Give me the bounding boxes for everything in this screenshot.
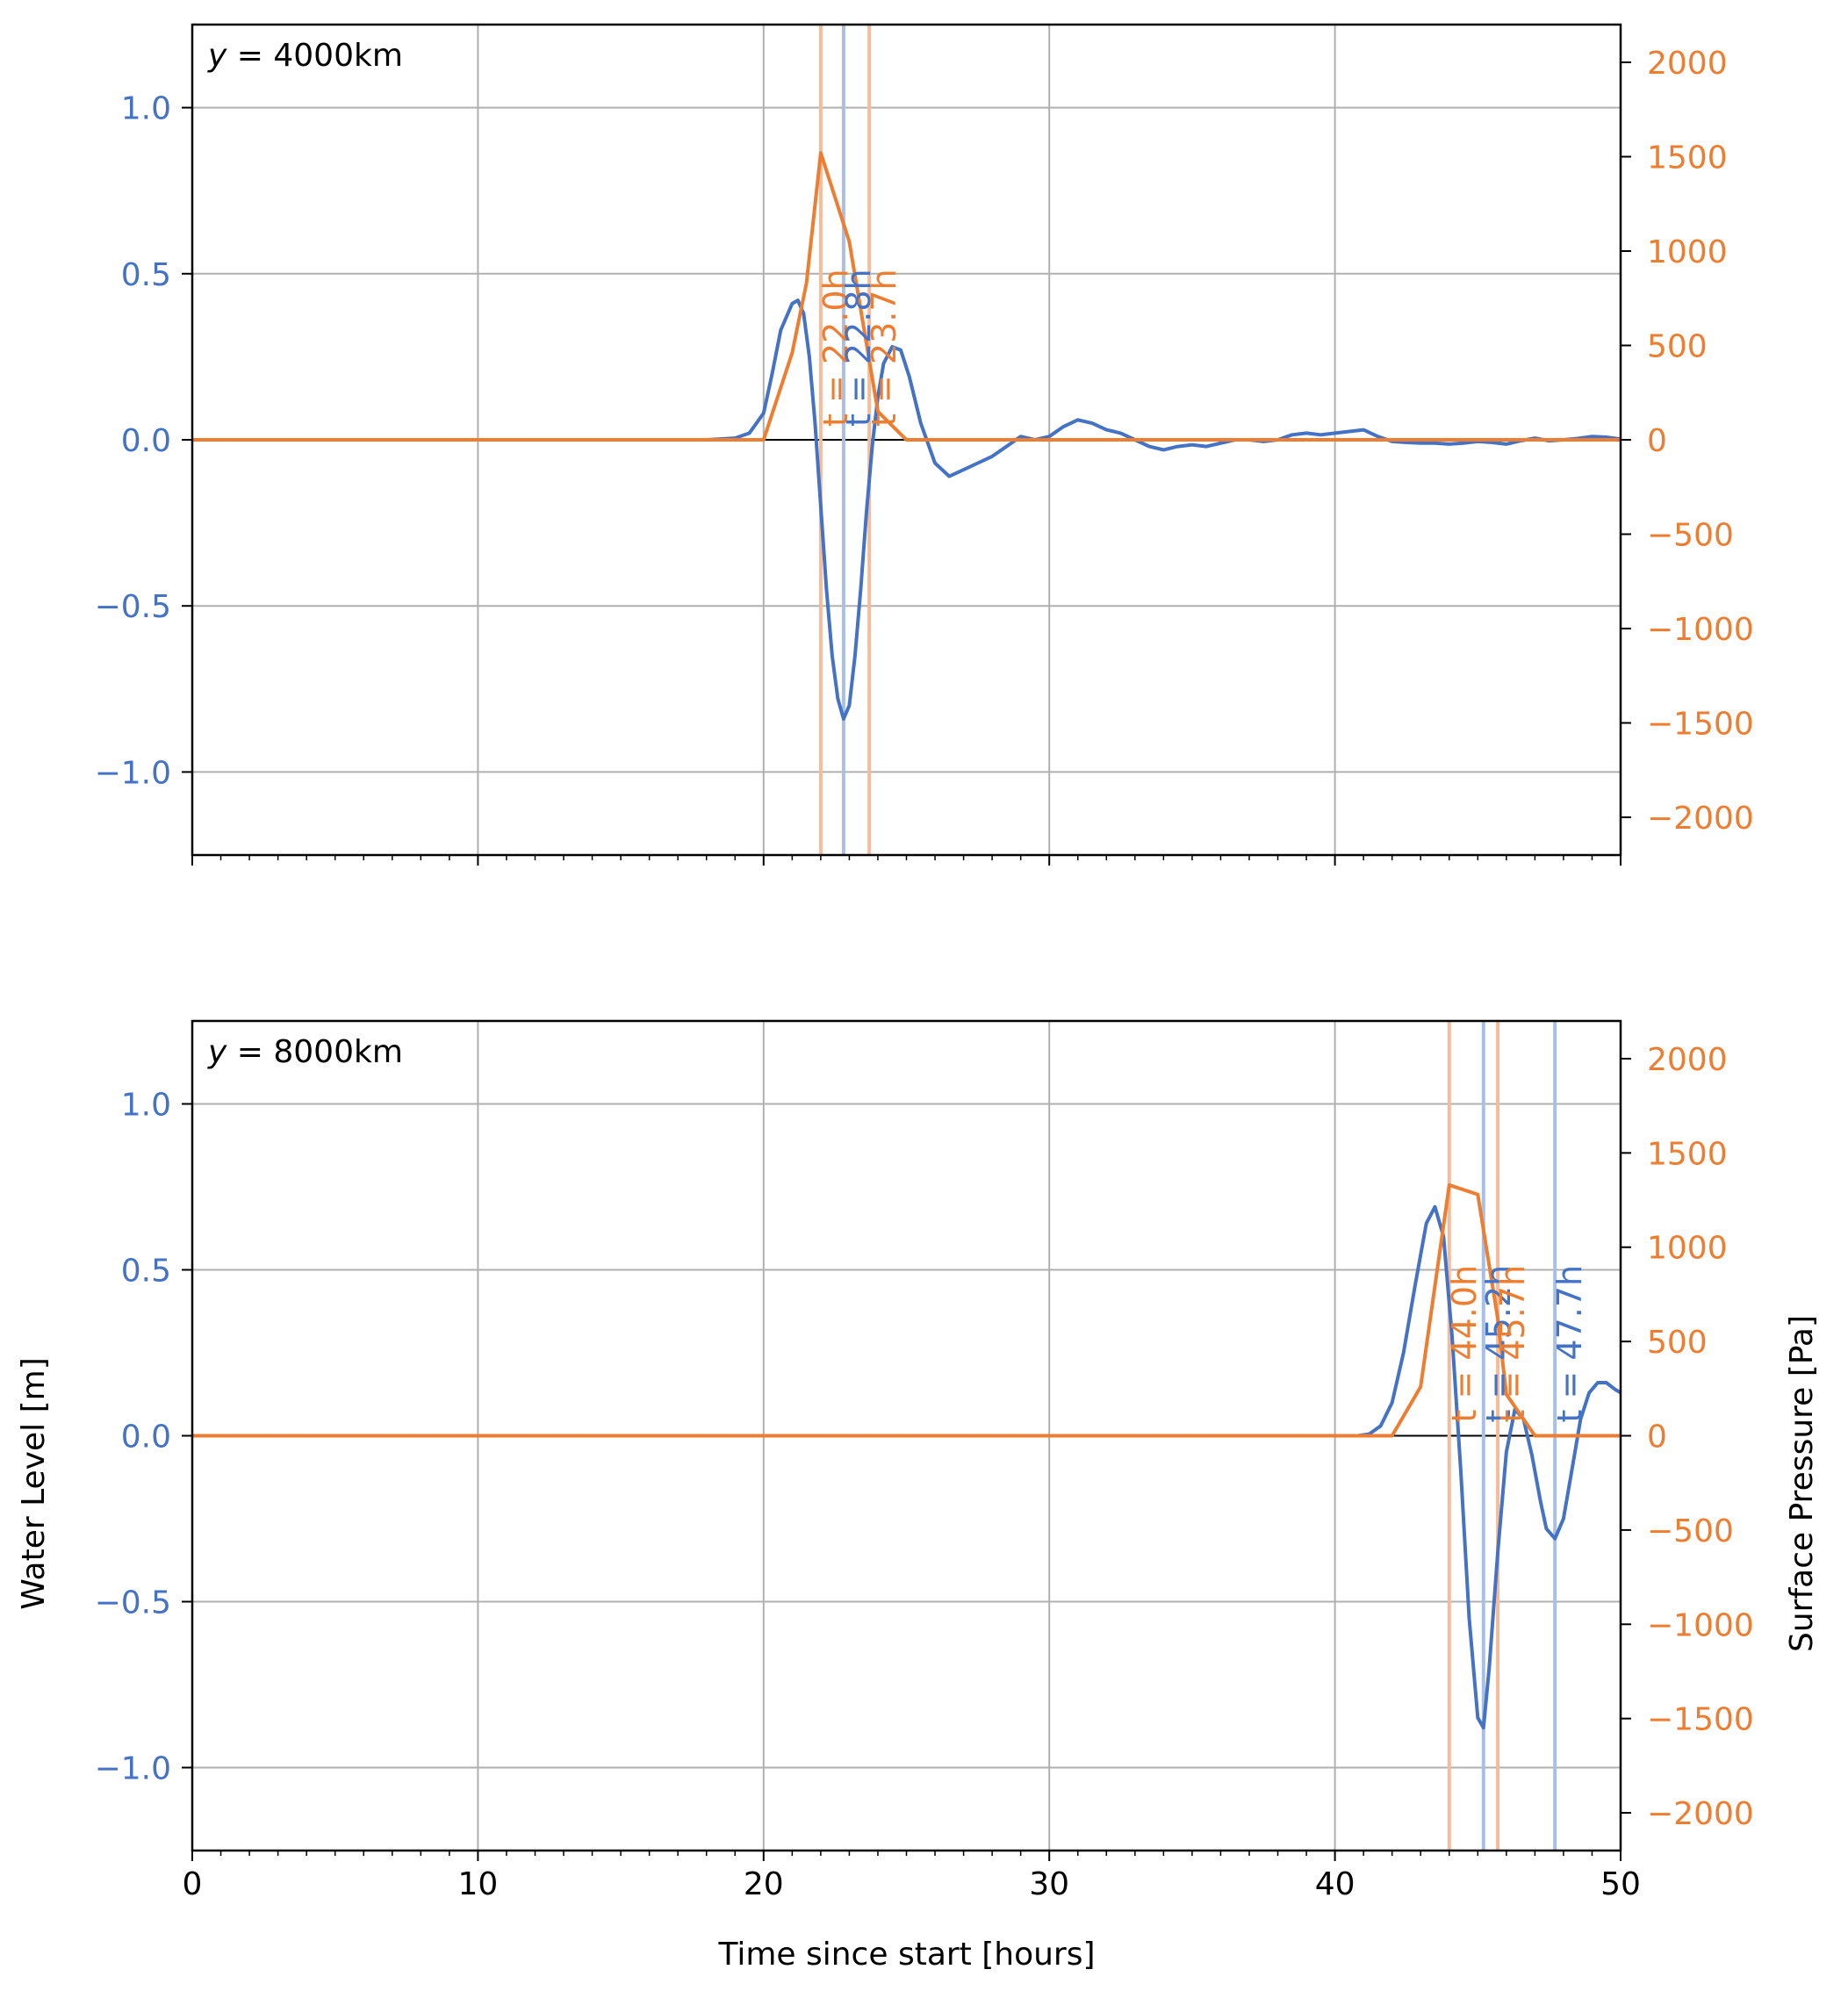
panel-label: y = 4000km	[207, 38, 403, 74]
y-left-tick-label: −1.0	[95, 1751, 171, 1787]
panel-label-variable: y	[207, 38, 227, 74]
vline-label: t = 22.0h	[816, 269, 855, 427]
panel-label-value: = 4000km	[227, 38, 403, 74]
x-tick-label: 40	[1315, 1866, 1355, 1902]
y-left-tick-label: 1.0	[121, 1088, 171, 1124]
vline-label: t = 22.8h	[839, 269, 878, 427]
surface-pressure-line	[192, 1182, 1621, 1438]
y-right-tick-label: −1000	[1647, 1607, 1754, 1643]
vline-label: t = 45.7h	[1493, 1265, 1532, 1423]
y-left-tick-label: 0.0	[121, 1420, 171, 1456]
y-right-tick-label: −500	[1647, 518, 1734, 554]
y-axis-label-right: Surface Pressure [Pa]	[1784, 1315, 1820, 1652]
y-right-tick-label: 2000	[1647, 46, 1728, 82]
y-left-tick-label: −1.0	[95, 755, 171, 791]
y-left-tick-label: 0.5	[121, 1254, 171, 1290]
y-right-tick-label: −500	[1647, 1513, 1734, 1549]
y-right-tick-label: 1500	[1647, 1136, 1728, 1172]
vline-label: t = 23.7h	[865, 269, 903, 427]
y-right-tick-label: 2000	[1647, 1042, 1728, 1078]
y-right-tick-label: 1000	[1647, 1231, 1728, 1267]
y-right-tick-label: 1500	[1647, 140, 1728, 176]
y-right-tick-label: 0	[1647, 423, 1667, 459]
x-tick-label: 10	[457, 1866, 498, 1902]
y-right-tick-label: −1000	[1647, 612, 1754, 648]
vline-label: t = 45.2h	[1479, 1265, 1518, 1423]
y-right-tick-label: −2000	[1647, 1796, 1754, 1832]
x-tick-label: 30	[1029, 1866, 1069, 1902]
water-level-line	[192, 1204, 1622, 1730]
panel-1: t = 22.0ht = 22.8ht = 23.7h −1.0 −0.5 0.0 0.…	[95, 23, 1754, 866]
x-axis-label: Time since start [hours]	[717, 1937, 1095, 1973]
panel-2: t = 44.0ht = 45.2ht = 45.7h t = 47.7h 0 10 2…	[95, 1019, 1754, 1902]
y-left-tick-label: 0.5	[121, 257, 171, 293]
surface-pressure-line	[192, 151, 1621, 442]
y-axis-label-left: Water Level [m]	[16, 1357, 52, 1610]
vline-label: t = 47.7h	[1550, 1265, 1589, 1423]
x-tick-label: 50	[1600, 1866, 1641, 1902]
panel-label-variable: y	[207, 1034, 227, 1070]
y-right-tick-label: −1500	[1647, 1702, 1754, 1738]
y-right-tick-label: 0	[1647, 1420, 1667, 1456]
y-left-tick-label: −0.5	[95, 589, 171, 625]
y-left-tick-label: −0.5	[95, 1585, 171, 1621]
y-left-tick-label: 0.0	[121, 423, 171, 459]
y-right-tick-label: −1500	[1647, 707, 1754, 743]
panel-label-value: = 8000km	[227, 1034, 403, 1070]
y-right-tick-label: −2000	[1647, 801, 1754, 837]
x-tick-label: 0	[183, 1866, 203, 1902]
y-right-tick-label: 500	[1647, 329, 1708, 365]
panel-label: y = 8000km	[207, 1034, 403, 1070]
y-left-tick-label: 1.0	[121, 91, 171, 127]
water-level-line	[192, 298, 1621, 721]
y-right-tick-label: 1000	[1647, 234, 1728, 270]
x-tick-label: 20	[744, 1866, 784, 1902]
vline-label: t = 44.0h	[1445, 1265, 1484, 1423]
y-right-tick-label: 500	[1647, 1325, 1708, 1361]
